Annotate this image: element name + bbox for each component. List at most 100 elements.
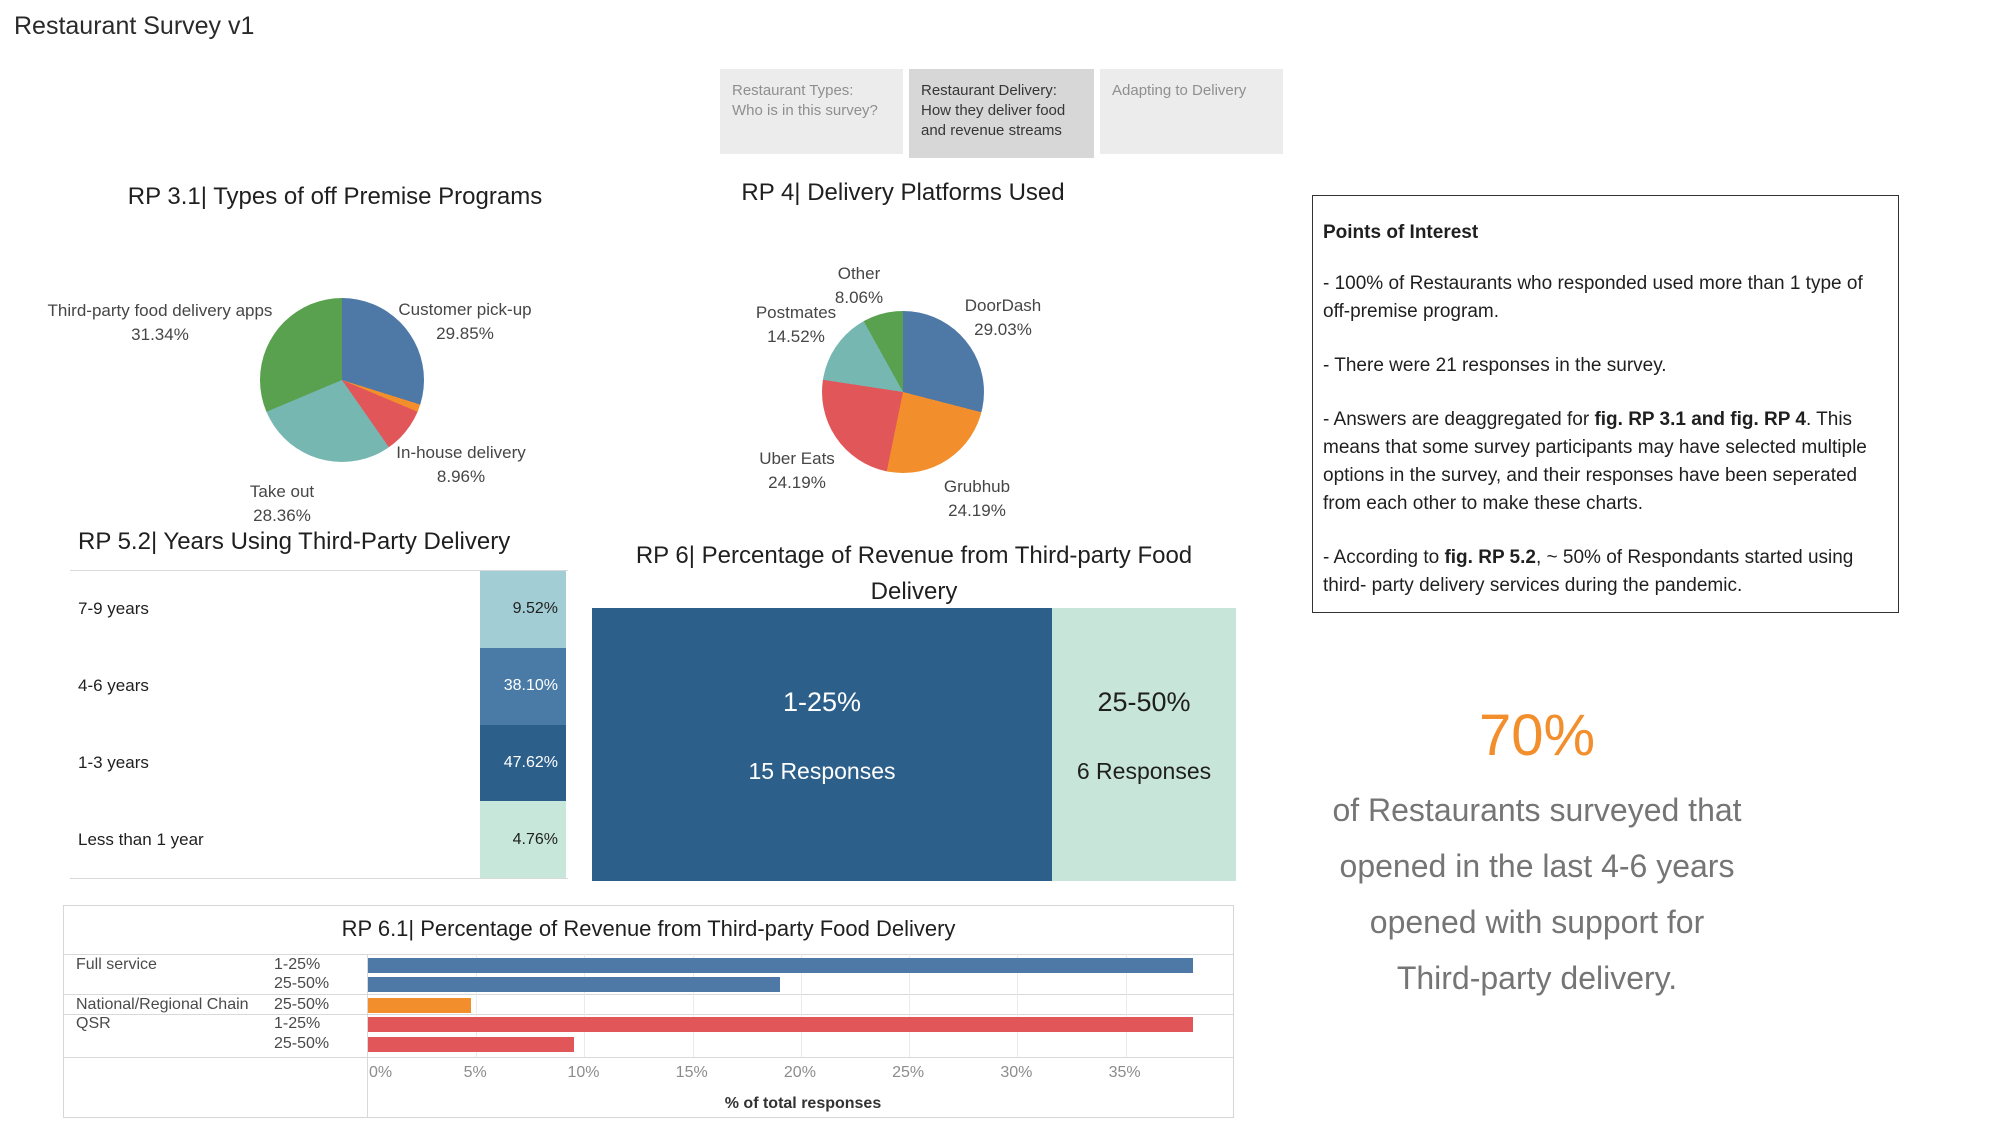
rp6-treemap-block[interactable]: 1-25% 15 Responses — [592, 608, 1052, 881]
rp52-category-label: 7-9 years — [78, 599, 149, 619]
rp52-category-label: 1-3 years — [78, 752, 149, 772]
rp6-title: RP 6| Percentage of Revenue from Third-p… — [614, 538, 1214, 610]
rp6-block-label: 25-50% — [1097, 687, 1191, 717]
rp6-treemap-block[interactable]: 25-50% 6 Responses — [1052, 608, 1236, 881]
rp52-value-label: 38.10% — [503, 677, 558, 695]
rp6-title-line1: RP 6| Percentage of Revenue from Third-p… — [635, 542, 1193, 569]
sheet-tabs: Restaurant Types: Who is in this survey? R… — [720, 69, 1283, 158]
rp31-slice-label: Third-party food delivery apps 31.34% — [47, 301, 273, 344]
tab-label-line: Restaurant Types: — [732, 82, 854, 99]
rp52-value-cell[interactable]: 47.62% — [480, 724, 566, 802]
tab-label-line: Restaurant Delivery: — [921, 82, 1057, 99]
rp52-row: 4-6 years 38.10% — [70, 647, 568, 725]
rp61-title: RP 6.1| Percentage of Revenue from Third… — [341, 916, 956, 941]
tab-label-line: Adapting to Delivery — [1112, 82, 1247, 99]
rp31-title: RP 3.1| Types of off Premise Programs — [127, 183, 543, 210]
rp61-gridline — [1125, 954, 1127, 1057]
rp4-pie[interactable] — [822, 311, 984, 473]
points-of-interest-title: Points of Interest — [1323, 222, 1479, 243]
rp52-chart: 7-9 years 9.52% 4-6 years 38.10% 1-3 years 47… — [70, 570, 568, 879]
rp61-gridline — [800, 954, 802, 1057]
rp31-slice-label: In-house delivery 8.96% — [396, 443, 526, 486]
rp4-slice-label: Uber Eats 24.19% — [759, 449, 835, 492]
rp52-row: 7-9 years 9.52% — [70, 571, 568, 648]
rp52-title: RP 5.2| Years Using Third-Party Delivery — [78, 528, 511, 555]
points-of-interest-paragraph: - According to fig. RP 5.2, ~ 50% of Res… — [1323, 547, 1854, 596]
rp61-group-label: Full service — [76, 956, 157, 973]
rp52-row: 1-3 years 47.62% — [70, 724, 568, 802]
rp61-group-separator — [64, 1014, 1233, 1015]
rp61-tick-label: 35% — [1108, 1064, 1141, 1081]
rp61-bar-full-service-1-25pct[interactable] — [368, 958, 1193, 973]
rp31-slice-label: Take out 28.36% — [249, 482, 315, 525]
rp61-gridline — [476, 954, 478, 1057]
rp31-pie[interactable] — [260, 298, 424, 462]
rp52-category-label: 4-6 years — [78, 676, 149, 696]
rp61-rows-bottom-line — [64, 1057, 1233, 1058]
rp52-value-label: 4.76% — [512, 830, 558, 848]
rp61-tick-label: 5% — [463, 1064, 487, 1081]
rp61-tick-label: 15% — [675, 1064, 708, 1081]
points-of-interest-body: - 100% of Restaurants who responded used… — [1323, 270, 1884, 600]
rp61-segment-label: 25-50% — [274, 1035, 330, 1052]
rp61-rows-top-line — [64, 954, 1233, 955]
rp61-plot-area — [367, 954, 1236, 1057]
rp52-value-cell[interactable]: 38.10% — [480, 647, 566, 725]
callout-text: of Restaurants surveyed that opened in t… — [1270, 782, 1804, 1006]
rp52-value-cell[interactable]: 4.76% — [480, 801, 566, 878]
rp61-segment-label: 1-25% — [274, 956, 321, 973]
rp6-block-responses: 6 Responses — [1076, 758, 1212, 784]
rp61-chart: RP 6.1| Percentage of Revenue from Third… — [63, 905, 1234, 1118]
rp6-block-label: 1-25% — [782, 687, 862, 717]
rp61-bar-qsr-25-50pct[interactable] — [368, 1037, 575, 1052]
rp61-segment-label: 1-25% — [274, 1015, 321, 1032]
rp6-title-line2: Delivery — [870, 578, 958, 605]
tab-label-line: Who is in this survey? — [732, 102, 878, 119]
rp52-value-label: 9.52% — [512, 600, 558, 618]
rp61-tick-label: 25% — [892, 1064, 925, 1081]
rp61-gridline — [909, 954, 911, 1057]
rp61-bar-qsr-1-25pct[interactable] — [368, 1017, 1193, 1032]
rp52-category-label: Less than 1 year — [78, 829, 204, 849]
rp61-gridline — [692, 954, 694, 1057]
rp4-slice-label: Other 8.06% — [834, 264, 884, 307]
rp6-treemap: 1-25% 15 Responses 25-50% 6 Responses — [592, 608, 1236, 881]
points-of-interest-paragraph: - Answers are deaggregated for fig. RP 3… — [1323, 409, 1867, 514]
rp61-gridline — [584, 954, 586, 1057]
callout-text-line: opened with support for — [1369, 904, 1705, 940]
callout-text-line: of Restaurants surveyed that — [1332, 792, 1742, 828]
rp61-bar-national-regional-chain-25-50pct[interactable] — [368, 998, 472, 1013]
rp61-segment-label: 25-50% — [274, 975, 330, 992]
rp4-slice-label: Postmates 14.52% — [755, 303, 837, 346]
rp31-slice-label: Customer pick-up 29.85% — [398, 300, 532, 343]
points-of-interest-paragraph: - There were 21 responses in the survey. — [1323, 355, 1667, 376]
rp52-row: Less than 1 year 4.76% — [70, 801, 568, 878]
rp61-tick-label: 30% — [1000, 1064, 1033, 1081]
points-of-interest-panel: Points of Interest - 100% of Restaurants… — [1312, 195, 1899, 613]
rp52-value-cell[interactable]: 9.52% — [480, 571, 566, 648]
tab-adapting-to-delivery[interactable]: Adapting to Delivery — [1100, 69, 1283, 154]
rp61-group-label: National/Regional Chain — [76, 996, 249, 1013]
rp61-group-separator — [64, 994, 1233, 995]
rp61-group-label: QSR — [76, 1015, 111, 1032]
page-title: Restaurant Survey v1 — [14, 12, 255, 40]
tab-label-line: How they deliver food — [921, 102, 1066, 119]
rp4-slice-label: Grubhub 24.19% — [943, 477, 1011, 520]
rp61-tick-label: 10% — [567, 1064, 600, 1081]
points-of-interest-paragraph: - 100% of Restaurants who responded used… — [1323, 273, 1863, 322]
callout-text-line: Third-party delivery. — [1396, 960, 1678, 996]
rp4-slice-label: DoorDash 29.03% — [964, 296, 1042, 339]
rp61-segment-label: 25-50% — [274, 996, 330, 1013]
callout-percentage: 70% — [1478, 703, 1596, 768]
tab-restaurant-delivery[interactable]: Restaurant Delivery: How they deliver foo… — [909, 69, 1094, 158]
tab-restaurant-types[interactable]: Restaurant Types: Who is in this survey? — [720, 69, 903, 154]
rp61-tick-label: 0% — [369, 1064, 393, 1081]
rp4-title: RP 4| Delivery Platforms Used — [741, 179, 1065, 206]
rp61-bar-full-service-25-50pct[interactable] — [368, 977, 781, 992]
rp61-gridline — [1017, 954, 1019, 1057]
tab-label-line: and revenue streams — [921, 122, 1062, 139]
rp6-block-responses: 15 Responses — [748, 758, 896, 784]
rp61-tick-label: 20% — [783, 1064, 816, 1081]
rp52-value-label: 47.62% — [503, 753, 558, 771]
